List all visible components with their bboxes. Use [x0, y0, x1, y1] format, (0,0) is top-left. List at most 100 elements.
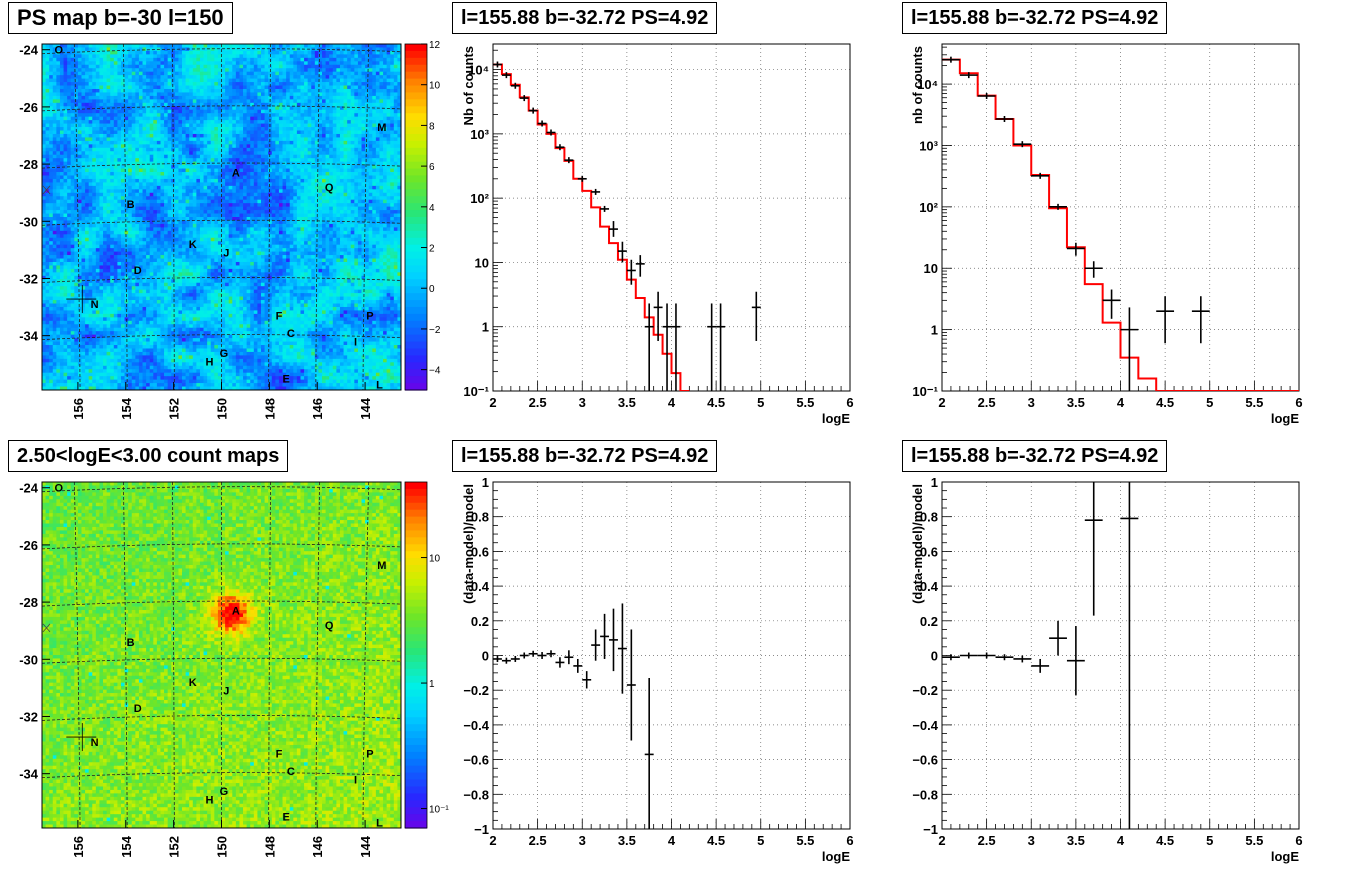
heatmap-cell: [332, 178, 337, 183]
heatmap-cell: [304, 151, 309, 156]
heatmap-cell: [271, 172, 276, 176]
heatmap-cell: [253, 113, 258, 118]
heatmap-cell: [257, 106, 262, 111]
heatmap-cell: [325, 196, 330, 201]
heatmap-cell: [311, 178, 316, 183]
heatmap-cell: [221, 133, 226, 138]
heatmap-cell: [45, 127, 50, 131]
heatmap-cell: [325, 106, 330, 111]
heatmap-cell: [156, 127, 161, 131]
heatmap-cell: [210, 196, 215, 201]
heatmap-cell: [296, 71, 301, 76]
heatmap-cell: [235, 172, 240, 176]
heatmap-cell: [260, 116, 265, 121]
heatmap-cell: [336, 158, 341, 163]
heatmap-cell: [386, 175, 391, 180]
heatmap-cell: [264, 140, 269, 145]
heatmap-cell: [271, 182, 276, 187]
heatmap-cell: [167, 68, 172, 73]
heatmap-cell: [214, 82, 219, 86]
heatmap-cell: [124, 199, 129, 204]
heatmap-cell: [314, 165, 319, 169]
heatmap-cell: [343, 57, 348, 62]
heatmap-cell: [210, 50, 215, 55]
heatmap-cell: [278, 168, 283, 173]
heatmap-cell: [271, 189, 276, 194]
heatmap-cell: [260, 158, 265, 163]
heatmap-cell: [42, 161, 46, 166]
heatmap-cell: [339, 92, 344, 97]
heatmap-cell: [45, 64, 50, 69]
heatmap-cell: [311, 199, 316, 204]
heatmap-cell: [293, 75, 298, 79]
heatmap-cell: [106, 192, 111, 197]
heatmap-cell: [95, 99, 100, 104]
heatmap-cell: [257, 82, 262, 86]
heatmap-cell: [253, 106, 258, 111]
heatmap-cell: [113, 50, 118, 55]
heatmap-cell: [278, 161, 283, 166]
heatmap-cell: [397, 130, 402, 135]
heatmap-cell: [160, 199, 165, 204]
heatmap-cell: [160, 151, 165, 156]
heatmap-cell: [393, 50, 398, 55]
heatmap-cell: [246, 68, 251, 73]
heatmap-cell: [232, 210, 237, 214]
heatmap-cell: [264, 95, 269, 100]
heatmap-cell: [113, 123, 118, 128]
heatmap-cell: [113, 199, 118, 204]
heatmap-cell: [379, 137, 384, 142]
heatmap-cell: [153, 178, 158, 183]
heatmap-cell: [235, 189, 240, 194]
heatmap-cell: [361, 109, 366, 114]
heatmap-cell: [146, 47, 151, 52]
heatmap-cell: [214, 133, 219, 138]
heatmap-cell: [45, 50, 50, 55]
heatmap-cell: [318, 78, 323, 83]
heatmap-cell: [307, 88, 312, 93]
heatmap-cell: [203, 189, 208, 194]
heatmap-cell: [199, 109, 204, 114]
heatmap-cell: [52, 116, 57, 121]
heatmap-cell: [243, 144, 248, 149]
heatmap-cell: [354, 140, 359, 145]
heatmap-cell: [120, 168, 125, 173]
heatmap-cell: [214, 95, 219, 100]
heatmap-cell: [343, 182, 348, 187]
heatmap-cell: [199, 99, 204, 104]
heatmap-cell: [243, 165, 248, 169]
heatmap-cell: [393, 175, 398, 180]
heatmap-cell: [393, 88, 398, 93]
heatmap-cell: [386, 161, 391, 166]
heatmap-cell: [42, 147, 46, 152]
heatmap-cell: [311, 137, 316, 142]
heatmap-cell: [304, 71, 309, 76]
heatmap-cell: [167, 165, 172, 169]
heatmap-cell: [375, 168, 380, 173]
heatmap-cell: [214, 123, 219, 128]
heatmap-cell: [386, 158, 391, 163]
heatmap-cell: [63, 92, 68, 97]
heatmap-cell: [239, 44, 244, 48]
heatmap-cell: [106, 95, 111, 100]
heatmap-cell: [171, 64, 176, 69]
heatmap-cell: [110, 192, 115, 197]
heatmap-cell: [372, 64, 377, 69]
heatmap-cell: [239, 99, 244, 104]
heatmap-cell: [278, 147, 283, 152]
heatmap-cell: [296, 178, 301, 183]
heatmap-cell: [343, 172, 348, 176]
heatmap-cell: [214, 213, 219, 218]
heatmap-cell: [300, 165, 305, 169]
heatmap-cell: [350, 61, 355, 66]
heatmap-cell: [135, 64, 140, 69]
heatmap-cell: [225, 99, 230, 104]
heatmap-cell: [189, 106, 194, 111]
heatmap-cell: [120, 68, 125, 73]
heatmap-cell: [260, 203, 265, 208]
heatmap-cell: [128, 99, 133, 104]
heatmap-cell: [225, 210, 230, 214]
heatmap-cell: [393, 127, 398, 131]
heatmap-cell: [59, 44, 64, 48]
heatmap-cell: [232, 92, 237, 97]
